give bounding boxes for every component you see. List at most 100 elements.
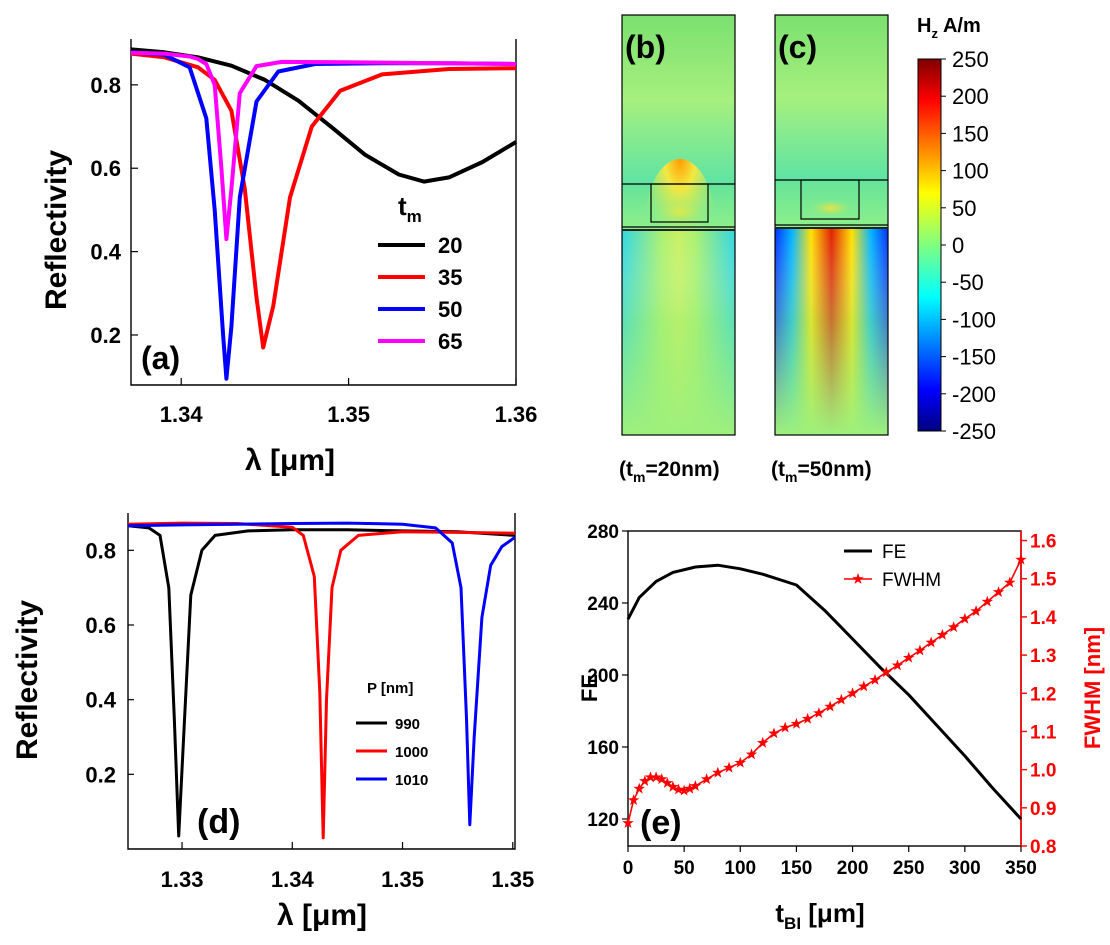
chart-a-legend-label: 35	[438, 265, 462, 290]
chart-e-ytick-right-label: 1.1	[1030, 722, 1057, 743]
chart-e-point-FWHM	[790, 717, 803, 729]
chart-a-axes	[130, 39, 517, 386]
colorbar-tick-label: 50	[952, 196, 976, 221]
field-map-c: (c) (tm=50nm)	[771, 14, 889, 485]
field-map-c-caption: (tm=50nm)	[771, 458, 872, 485]
chart-d-xtick-label: 1.35	[381, 867, 424, 892]
chart-e-ytick-left-label: 120	[587, 810, 619, 831]
chart-e-ytick-right-label: 1.5	[1030, 570, 1057, 591]
chart-d-ylabel: Reflectivity	[11, 600, 44, 760]
chart-e-legend-label: FE	[882, 542, 906, 563]
chart-e-ytick-left-label: 160	[587, 738, 619, 759]
colorbar-tick-label: -250	[952, 419, 996, 444]
field-map-b-top	[622, 15, 735, 185]
chart-e-axes	[627, 530, 1022, 847]
chart-a-series-line-35	[130, 51, 517, 350]
chart-d: 1.33 1.34 1.35 1.35 0.2 0.4 0.6 0.8 Reflectivit…	[11, 513, 534, 932]
colorbar-tick-label: -50	[952, 270, 984, 295]
chart-d-legend-entries: 990 1000 1010	[356, 716, 428, 789]
chart-e-ytick-right-label: 1.2	[1030, 684, 1056, 705]
chart-a-legend-label: 50	[438, 297, 462, 322]
chart-a-series-line-65	[130, 50, 517, 242]
chart-e-xlabel: tBI [μm]	[775, 898, 864, 933]
colorbar-tick-label: -100	[952, 307, 996, 332]
chart-e-legend-label: FWHM	[882, 570, 941, 591]
chart-d-series-line-990	[127, 524, 516, 838]
chart-a-ylabel: Reflectivity	[40, 150, 73, 310]
chart-e-point-FWHM	[734, 756, 747, 768]
chart-d-series	[127, 521, 516, 840]
chart-e-ylabel-left: FE	[577, 674, 602, 702]
chart-d-ytick-label: 0.2	[85, 762, 116, 787]
field-map-b-panel-label: (b)	[625, 29, 666, 65]
chart-e-point-FWHM	[723, 761, 735, 773]
chart-e-xtick-label: 300	[949, 858, 981, 879]
chart-d-axes	[127, 513, 516, 850]
chart-d-xtick-label: 1.33	[161, 867, 204, 892]
colorbar-tick-label: 250	[952, 47, 989, 72]
chart-e-ytick-right-label: 1.0	[1030, 761, 1056, 782]
chart-e-point-FWHM	[801, 712, 814, 724]
colorbar-tick-label: 0	[952, 233, 964, 258]
chart-a-ytick-label: 0.2	[90, 323, 121, 348]
field-map-c-top	[775, 15, 888, 180]
chart-d-legend-title: P [nm]	[367, 680, 413, 697]
colorbar-tick-label: 100	[952, 159, 989, 184]
chart-d-xtick-label: 1.34	[271, 867, 315, 892]
chart-e-ticks: 0 50 100 150 200 250 300 350 120 160 200 240 280 0.8 0…	[587, 522, 1057, 879]
chart-d-legend-label: 1010	[395, 772, 428, 789]
field-map-b-caption: (tm=20nm)	[619, 458, 720, 485]
chart-e-point-FWHM	[712, 766, 724, 778]
chart-e-ytick-right-label: 0.9	[1030, 799, 1056, 820]
chart-a-ticks: 1.34 1.35 1.36 0.2 0.4 0.6 0.8	[90, 73, 537, 427]
colorbar-tick-label: -200	[952, 382, 996, 407]
chart-d-legend-label: 1000	[395, 744, 428, 761]
chart-a-xtick-label: 1.35	[327, 402, 370, 427]
chart-d-ticks: 1.33 1.34 1.35 1.35 0.2 0.4 0.6 0.8	[85, 538, 534, 892]
chart-a-legend-label: 20	[438, 233, 462, 258]
colorbar-tick-label: -150	[952, 345, 996, 370]
chart-d-xlabel: λ [μm]	[277, 899, 367, 932]
chart-a-ytick-label: 0.4	[90, 240, 121, 265]
chart-e-series-line-FWHM	[627, 559, 1022, 824]
chart-d-legend-label: 990	[395, 716, 420, 733]
colorbar-tick-label: 150	[952, 121, 989, 146]
colorbar-label: Hz A/m	[917, 15, 981, 41]
chart-e-xtick-label: 150	[781, 858, 813, 879]
chart-e-xtick-label: 0	[623, 858, 634, 879]
chart-e-xtick-label: 250	[893, 858, 925, 879]
chart-d-ytick-label: 0.8	[85, 538, 116, 563]
chart-e-xtick-label: 100	[724, 858, 756, 879]
chart-a-xtick-label: 1.36	[495, 402, 538, 427]
chart-e-ytick-right-label: 0.8	[1030, 837, 1056, 858]
chart-e-legend: FE FWHM	[844, 542, 941, 591]
chart-e-ylabel-right: FWHM [nm]	[1080, 627, 1105, 749]
chart-e-ytick-left-label: 240	[587, 594, 619, 615]
chart-d-xtick-label: 1.35	[491, 867, 534, 892]
chart-d-legend: P [nm] 990 1000 1010	[356, 680, 428, 789]
chart-a-ytick-label: 0.6	[90, 156, 121, 181]
field-map-b: (b) (tm=20nm)	[619, 14, 736, 485]
chart-e-ytick-right-label: 1.6	[1030, 532, 1056, 553]
colorbar-tick-label: 200	[952, 84, 989, 109]
chart-e-ytick-left-label: 200	[587, 666, 619, 687]
field-map-c-groove	[800, 179, 860, 220]
chart-e-point-FWHM	[869, 673, 881, 685]
chart-a-legend: tm 20 35 50 65	[378, 191, 462, 354]
chart-e: 0 50 100 150 200 250 300 350 120 160 200 240 280 0.8 0…	[577, 522, 1105, 933]
colorbar-ticks: 250 200 150 100 50 0 -50 -100 -150 -200 -250	[941, 47, 996, 444]
chart-e-xtick-label: 50	[674, 858, 695, 879]
chart-d-panel-label: (d)	[197, 803, 240, 841]
chart-e-series	[622, 553, 1027, 829]
chart-d-ytick-label: 0.6	[85, 613, 116, 638]
chart-a-series	[130, 47, 518, 381]
chart-d-ytick-label: 0.4	[85, 688, 116, 713]
field-map-b-groove	[650, 183, 709, 223]
chart-a-legend-entries: 20 35 50 65	[378, 233, 462, 354]
chart-e-ytick-right-label: 1.3	[1030, 646, 1056, 667]
chart-e-xtick-label: 350	[1005, 858, 1037, 879]
chart-a-xtick-label: 1.34	[160, 402, 204, 427]
chart-a-xlabel: λ [μm]	[245, 444, 335, 477]
chart-e-series-line-FE	[626, 563, 1023, 821]
